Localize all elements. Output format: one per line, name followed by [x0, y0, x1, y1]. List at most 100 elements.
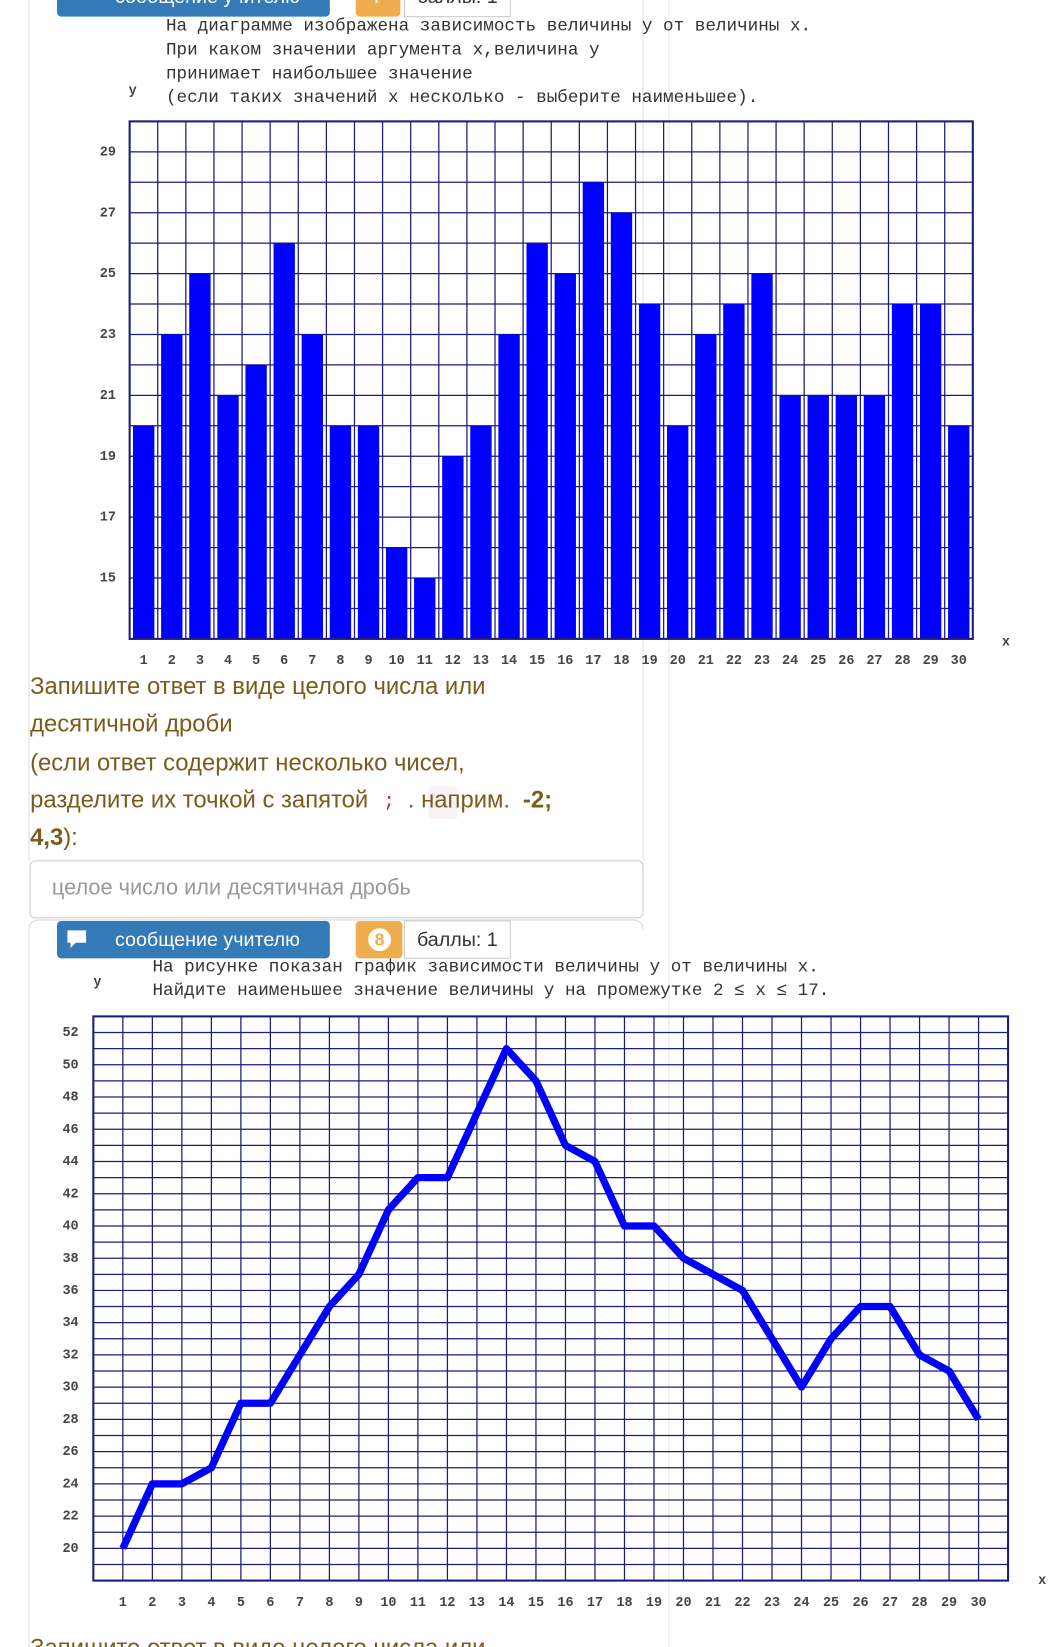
instruction-text: разделите их точкой с запятой — [30, 787, 368, 814]
bar — [245, 364, 267, 639]
x-tick-label: 30 — [970, 1596, 986, 1611]
bar — [385, 547, 408, 639]
chart-title: При каком значении аргумента x,величина … — [166, 40, 600, 60]
points-box — [403, 920, 511, 959]
bar — [189, 273, 211, 639]
plot-frame — [92, 1015, 1010, 1582]
x-tick-label: 20 — [675, 1596, 691, 1611]
y-tick-label: 22 — [62, 1510, 78, 1525]
bar — [948, 425, 970, 639]
bar — [414, 578, 436, 639]
x-tick-label: 12 — [439, 1596, 455, 1611]
bar — [161, 334, 183, 639]
bar — [357, 425, 380, 639]
y-tick-label: 29 — [100, 145, 116, 160]
bar — [526, 243, 548, 639]
x-tick-label: 17 — [585, 654, 601, 669]
answer-input[interactable] — [29, 860, 644, 919]
x-tick-label: 19 — [642, 654, 658, 669]
example: -2; — [523, 787, 552, 814]
x-tick-label: 7 — [296, 1596, 304, 1611]
x-tick-label: 6 — [280, 654, 288, 669]
x-tick-label: 4 — [207, 1596, 215, 1611]
data-line — [119, 1045, 982, 1550]
x-tick-label: 1 — [140, 654, 148, 669]
x-tick-label: 14 — [501, 654, 517, 669]
x-tick-label: 25 — [823, 1596, 839, 1611]
x-tick-label: 23 — [754, 654, 770, 669]
points: баллы: 1 — [417, 0, 498, 8]
instruction-line: (если ответ содержит несколько чисел, — [30, 750, 465, 777]
y-tick-label: 23 — [100, 328, 116, 343]
bar — [638, 304, 661, 639]
x-tick-label: 14 — [498, 1596, 514, 1611]
x-tick-label: 3 — [178, 1596, 186, 1611]
y-tick-label: 19 — [100, 450, 116, 465]
x-tick-label: 6 — [266, 1596, 274, 1611]
x-tick-label: 2 — [168, 654, 176, 669]
chart-title: Найдите наименьшее значение величины y н… — [152, 981, 829, 1001]
y-tick-label: 52 — [62, 1026, 78, 1041]
y-tick-label: 44 — [62, 1155, 78, 1170]
plot-frame — [128, 120, 974, 640]
x-tick-label: 30 — [951, 654, 967, 669]
x-tick-label: 25 — [810, 654, 826, 669]
instruction-line: разделите их точкой с запятой ; . наприм… — [30, 787, 552, 814]
x-tick-label: 11 — [410, 1596, 426, 1611]
bar — [807, 395, 829, 639]
bar — [751, 273, 773, 639]
x-tick-label: 4 — [224, 654, 232, 669]
x-tick-label: 26 — [852, 1596, 868, 1611]
x-tick-label: 28 — [911, 1596, 927, 1611]
x-tick-label: 12 — [445, 654, 461, 669]
y-tick-label: 15 — [100, 572, 116, 587]
bar — [133, 425, 155, 639]
chat-icon — [67, 930, 87, 948]
y-tick-label: 50 — [62, 1058, 78, 1073]
y-tick-label: 42 — [62, 1187, 78, 1202]
instruction-line: десятичной дроби — [30, 710, 232, 737]
points-box — [403, 0, 511, 18]
button-label: сообщение учителю — [115, 0, 300, 8]
x-tick-label: 18 — [616, 1596, 632, 1611]
message-button[interactable] — [57, 920, 330, 959]
instruction-line: Запишите ответ в виде целого числа или — [30, 1634, 485, 1647]
x-tick-label: 20 — [670, 654, 686, 669]
x-tick-label: 3 — [196, 654, 204, 669]
bar — [554, 273, 576, 639]
x-tick-label: 1 — [119, 1596, 127, 1611]
bar — [498, 334, 520, 639]
chart-title: (если таких значений x несколько - выбер… — [166, 87, 758, 108]
y-tick-label: 34 — [62, 1316, 78, 1331]
y-tick-label: 20 — [62, 1542, 78, 1557]
bar — [301, 334, 324, 639]
x-tick-label: 24 — [782, 654, 798, 669]
bar — [610, 212, 633, 639]
x-tick-label: 13 — [469, 1596, 485, 1611]
x-tick-label: 21 — [698, 654, 714, 669]
x-tick-label: 29 — [941, 1596, 957, 1611]
card-border — [28, 919, 644, 1647]
x-tick-label: 19 — [646, 1596, 662, 1611]
bar — [217, 395, 239, 639]
message-button[interactable] — [57, 0, 330, 17]
x-tick-label: 10 — [389, 654, 405, 669]
y-tick-label: 30 — [62, 1381, 78, 1396]
x-tick-label: 23 — [764, 1596, 780, 1611]
bar — [273, 243, 295, 639]
x-tick-label: 17 — [587, 1596, 603, 1611]
x-tick-label: 9 — [364, 654, 372, 669]
instruction-text: . наприм. — [408, 787, 510, 814]
bar — [919, 304, 942, 639]
x-tick-label: 29 — [923, 654, 939, 669]
x-tick-label: 27 — [882, 1596, 898, 1611]
bar — [582, 182, 605, 639]
bar — [667, 425, 689, 639]
instruction-line: Запишите ответ в виде целого числа или — [30, 673, 485, 700]
y-tick-label: 40 — [62, 1220, 78, 1235]
points: баллы: 1 — [417, 929, 498, 951]
x-tick-label: 16 — [557, 654, 573, 669]
bar — [442, 456, 464, 639]
x-tick-label: 5 — [237, 1596, 245, 1611]
x-tick-label: 18 — [613, 654, 629, 669]
